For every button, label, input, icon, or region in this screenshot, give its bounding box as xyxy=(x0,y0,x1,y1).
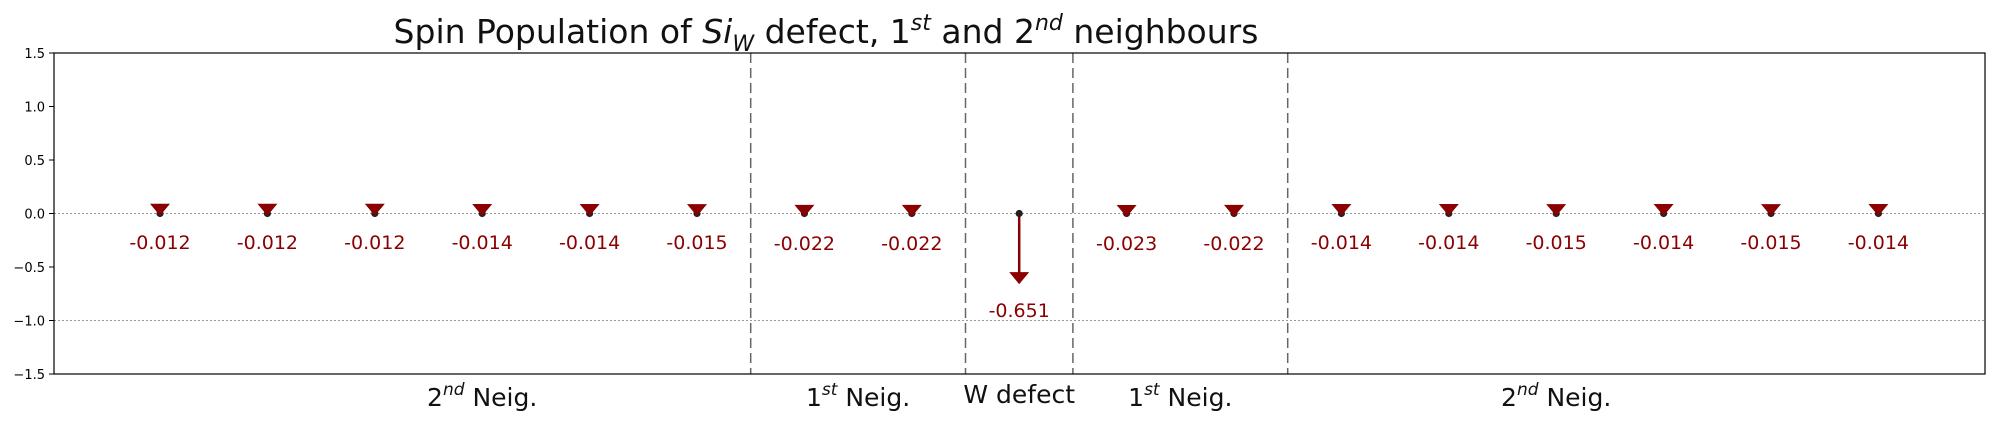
stem-point: -0.014 xyxy=(1633,203,1694,254)
value-label: -0.651 xyxy=(989,300,1050,322)
group-label-base: 2 xyxy=(427,383,443,412)
value-label: -0.014 xyxy=(1848,232,1909,254)
value-label: -0.022 xyxy=(881,233,942,255)
group-label-sup: nd xyxy=(1517,380,1539,400)
value-label: -0.015 xyxy=(1526,232,1587,254)
stem-arrow-marker xyxy=(150,203,170,216)
y-tick-label: 1.0 xyxy=(24,101,45,116)
group-label-sup: st xyxy=(1144,380,1161,400)
stem-arrow-marker xyxy=(1224,204,1244,217)
stem-point: -0.014 xyxy=(452,203,513,254)
group-label: W defect xyxy=(963,380,1075,409)
value-label: -0.014 xyxy=(1418,232,1479,254)
group-label: 2nd Neig. xyxy=(427,380,537,412)
stem-arrow-marker xyxy=(794,204,815,217)
stem-point: -0.015 xyxy=(1526,204,1587,254)
group-label-base: 2 xyxy=(1501,383,1517,412)
stem-point: -0.012 xyxy=(129,203,191,254)
value-label: -0.014 xyxy=(452,232,513,254)
stem-arrow-marker xyxy=(1009,272,1030,285)
stem-arrow-marker xyxy=(1868,203,1889,216)
group-label: 1st Neig. xyxy=(806,380,910,412)
y-axis: 1.5 1.0 0.5 0.0 −0.5 −1.0 −1.5 xyxy=(13,47,54,383)
stem-point: -0.015 xyxy=(666,204,728,254)
stem-point: -0.014 xyxy=(1848,203,1909,254)
y-tick-label: 0.5 xyxy=(24,154,45,169)
stem-point: -0.651 xyxy=(989,209,1050,322)
stem-point: -0.014 xyxy=(1311,203,1372,254)
stem-point: -0.012 xyxy=(344,203,405,254)
stem-arrow-marker xyxy=(579,203,600,216)
group-label-text: Neig. xyxy=(1160,383,1233,412)
title-sup-nd: nd xyxy=(1035,11,1064,36)
group-label-base: 1 xyxy=(806,383,822,412)
value-label: -0.012 xyxy=(237,232,298,254)
stem-arrow-marker xyxy=(472,203,493,216)
group-label: 1st Neig. xyxy=(1128,380,1232,412)
y-tick-label: −1.5 xyxy=(13,368,45,383)
group-label-text: Neig. xyxy=(837,383,910,412)
y-tick-label: −1.0 xyxy=(13,315,45,330)
title-si-sub: W xyxy=(732,32,755,57)
value-label: -0.023 xyxy=(1096,233,1157,255)
title-suffix: neighbours xyxy=(1063,12,1259,51)
y-tick-label: −0.5 xyxy=(13,261,45,276)
stem-point: -0.014 xyxy=(559,203,620,254)
group-labels: 2nd Neig. 1st Neig. W defect 1st Neig. 2nd N… xyxy=(427,380,1611,412)
value-label: -0.022 xyxy=(774,233,835,255)
chart-title: Spin Population of SiW defect, 1st and 2… xyxy=(394,11,1259,57)
stem-arrow-marker xyxy=(1438,203,1459,216)
value-label: -0.014 xyxy=(559,232,620,254)
stem-arrow-marker xyxy=(364,203,385,216)
stem-arrow-marker xyxy=(1761,204,1781,217)
value-label: -0.012 xyxy=(129,232,190,254)
y-tick-label: 0.0 xyxy=(24,208,45,223)
group-dividers xyxy=(749,53,1289,374)
title-and: and 2 xyxy=(931,12,1035,51)
stem-point: -0.015 xyxy=(1740,204,1802,254)
title-middle: defect, 1 xyxy=(754,12,911,51)
stem-arrow-marker xyxy=(1546,204,1567,217)
group-label-text: Neig. xyxy=(465,383,538,412)
value-label: -0.012 xyxy=(344,232,405,254)
stem-arrow-marker xyxy=(1331,203,1352,216)
stem-base-dot xyxy=(1015,209,1023,218)
stem-point: -0.022 xyxy=(1203,204,1265,255)
data-stems: -0.012 -0.012 -0.012 -0.014 -0.014 -0.015 -0.0… xyxy=(129,203,1909,322)
stem-point: -0.023 xyxy=(1096,204,1157,255)
y-tick-label: 1.5 xyxy=(24,47,45,62)
title-prefix: Spin Population of xyxy=(394,12,703,51)
stem-arrow-marker xyxy=(901,204,922,217)
stem-point: -0.022 xyxy=(881,204,942,255)
stem-arrow-marker xyxy=(687,204,707,217)
title-si-base: Si xyxy=(702,12,732,51)
group-label-sup: nd xyxy=(443,380,465,400)
stem-arrow-marker xyxy=(1653,203,1674,216)
stem-point: -0.012 xyxy=(237,203,298,254)
stem-point: -0.014 xyxy=(1418,203,1479,254)
stem-arrow-marker xyxy=(257,203,278,216)
value-label: -0.014 xyxy=(1633,232,1694,254)
value-label: -0.014 xyxy=(1311,232,1372,254)
group-label: 2nd Neig. xyxy=(1501,380,1611,412)
stem-arrow-marker xyxy=(1116,204,1137,217)
title-sup-st: st xyxy=(911,11,932,36)
value-label: -0.022 xyxy=(1203,233,1264,255)
group-label-sup: st xyxy=(822,380,839,400)
value-label: -0.015 xyxy=(666,232,727,254)
group-label-base: 1 xyxy=(1128,383,1144,412)
value-label: -0.015 xyxy=(1740,232,1801,254)
group-label-text: Neig. xyxy=(1539,383,1612,412)
stem-point: -0.022 xyxy=(774,204,835,255)
